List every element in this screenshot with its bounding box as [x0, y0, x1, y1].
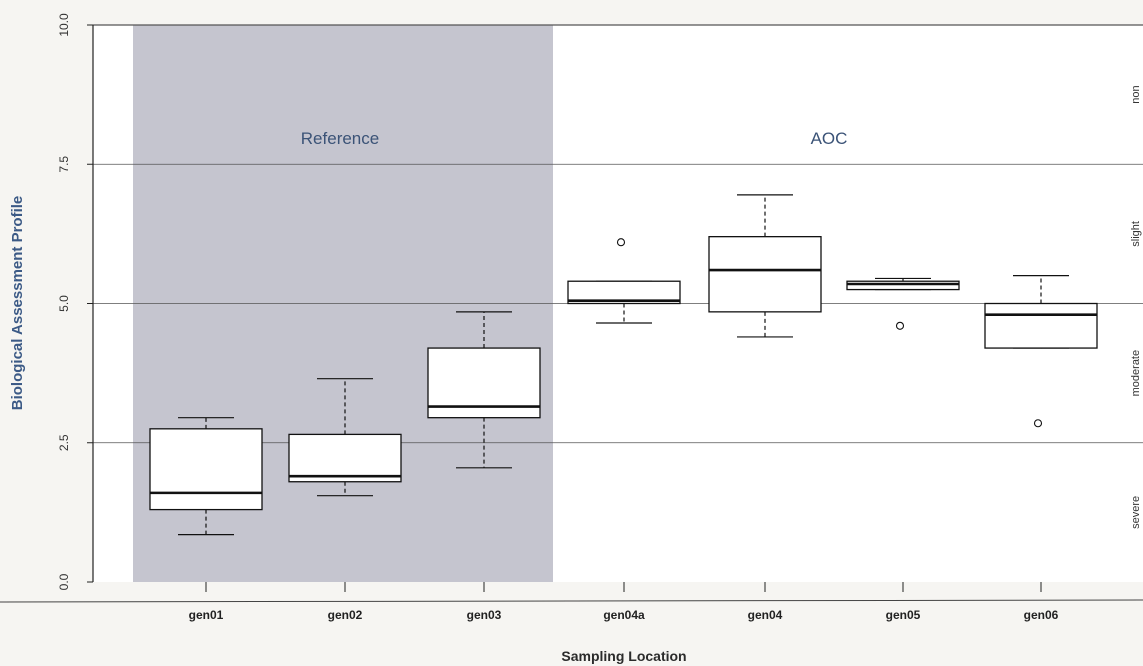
box-iqr-gen01 [149, 428, 263, 511]
condition-label-moderate: moderate [1130, 350, 1142, 396]
box-iqr-gen05 [846, 280, 960, 291]
outlier-gen04a-0 [616, 238, 626, 247]
outlier-gen06-0 [1033, 419, 1043, 428]
box-plots [149, 194, 1098, 536]
y-tick-label-0-0: 0.0 [57, 573, 71, 590]
box-iqr-gen04a [567, 280, 681, 305]
box-gen05 [846, 277, 960, 330]
x-tick-label-gen01: gen01 [189, 608, 224, 622]
x-axis-title: Sampling Location [561, 648, 686, 664]
box-gen03 [427, 311, 541, 469]
region-label-aoc: AOC [811, 129, 848, 148]
outlier-gen05-0 [895, 321, 905, 330]
axis-labels: Biological Assessment Profile Sampling L… [9, 196, 687, 664]
box-gen02 [288, 378, 402, 497]
box-iqr-gen04 [708, 236, 822, 313]
x-tick-label-gen02: gen02 [328, 608, 363, 622]
box-gen01 [149, 417, 263, 536]
axes: 0.0 2.5 5.0 7.5 10.0 gen01 gen02 gen03 gen04a gen… [0, 13, 1143, 622]
y-tick-label-10-0: 10.0 [57, 13, 71, 37]
condition-label-severe: severe [1130, 496, 1142, 529]
box-gen04a [567, 238, 681, 324]
x-tick-label-gen03: gen03 [467, 608, 502, 622]
box-gen04 [708, 194, 822, 338]
y-tick-label-2-5: 2.5 [57, 434, 71, 451]
condition-label-slight: slight [1130, 221, 1142, 247]
box-iqr-gen02 [288, 433, 402, 483]
x-axis-line [0, 599, 1143, 603]
y-axis-title: Biological Assessment Profile [9, 196, 26, 411]
x-tick-label-gen06: gen06 [1024, 608, 1059, 622]
x-tick-label-gen04a: gen04a [603, 608, 645, 622]
x-tick-label-gen05: gen05 [886, 608, 921, 622]
box-iqr-gen06 [984, 302, 1098, 349]
y-tick-label-5-0: 5.0 [57, 295, 71, 312]
box-gen06 [984, 275, 1098, 428]
x-tick-label-gen04: gen04 [748, 608, 783, 622]
condition-label-non: non [1130, 85, 1142, 103]
y-tick-label-7-5: 7.5 [57, 156, 71, 173]
region-label-reference: Reference [301, 129, 379, 148]
